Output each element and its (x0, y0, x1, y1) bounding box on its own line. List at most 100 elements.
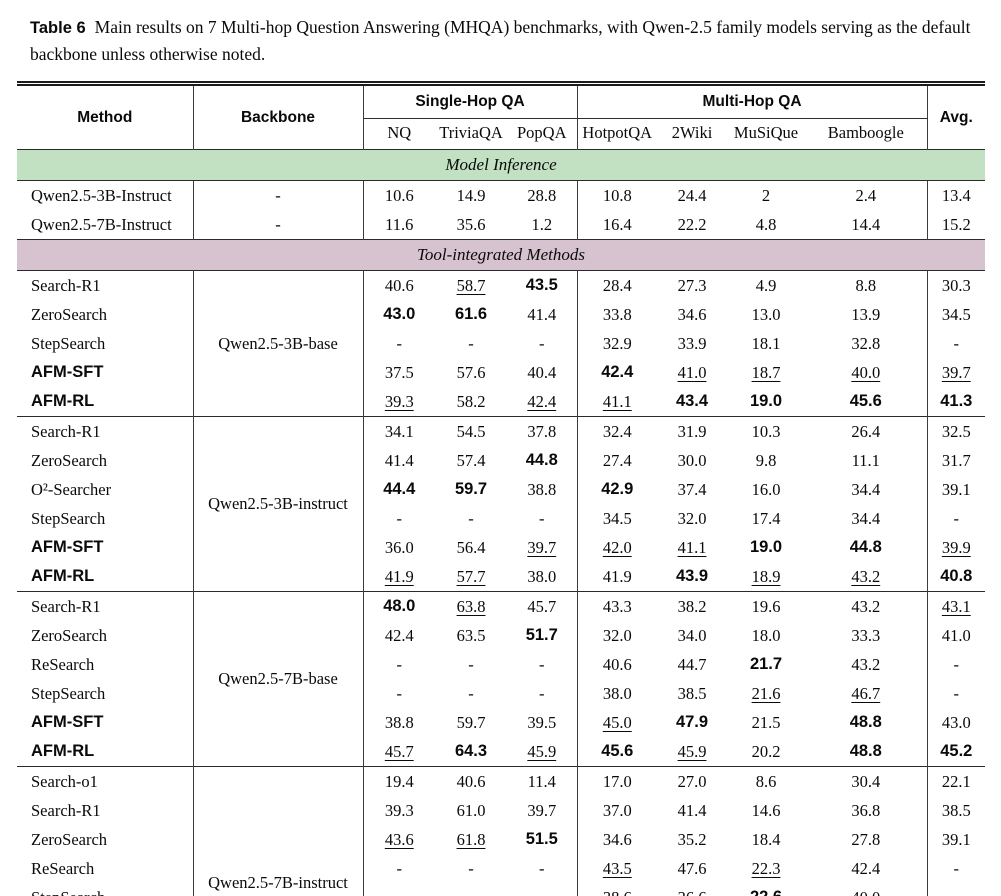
section-banner-label: Tool-integrated Methods (17, 239, 986, 271)
value-cell: - (362, 504, 435, 533)
section-banner-label: Model Inference (17, 149, 986, 181)
value-cell: 56.4 (456, 537, 486, 557)
table-row: AFM-RL 41.9 57.7 38.0 41.9 43.9 18.9 43.2 40.8 (17, 562, 986, 592)
backbone-cell: Qwen2.5-3B-instruct (192, 416, 363, 592)
value-cell: 27.3 (677, 275, 707, 295)
backbone-cell: Qwen2.5-7B-instruct (192, 766, 363, 896)
value-cell: 42.4 (576, 358, 658, 387)
value-cell: 31.7 (926, 446, 986, 475)
value-cell: 42.9 (576, 475, 658, 504)
method-cell: ReSearch (31, 654, 95, 674)
value-cell: 39.3 (362, 796, 435, 825)
method-cell: AFM-RL (31, 392, 95, 410)
value-cell: - (539, 333, 545, 353)
results-table-wrapper: Method Backbone Single-Hop QA Multi-Hop … (17, 81, 986, 896)
table-row: Search-o1 Qwen2.5-7B-instruct 19.4 40.6 11.4… (17, 766, 986, 896)
header-method: Method (77, 108, 133, 126)
value-cell: - (468, 333, 474, 353)
table-header: Method Backbone Single-Hop QA Multi-Hop … (17, 86, 986, 150)
value-cell: 22.3 (751, 858, 781, 878)
value-cell: - (435, 883, 507, 896)
method-cell: Search-R1 (17, 591, 193, 621)
value-cell: - (362, 679, 435, 708)
value-cell: 41.1 (576, 387, 658, 417)
value-cell: 36.8 (851, 800, 881, 820)
value-cell: 21.6 (751, 683, 781, 703)
value-cell: - (362, 650, 435, 679)
value-cell: - (468, 508, 474, 528)
value-cell: 39.1 (926, 825, 986, 854)
value-cell: 43.6 (362, 825, 435, 854)
value-cell: 44.8 (849, 538, 882, 556)
table-row: ZeroSearch 43.0 61.6 41.4 33.8 34.6 13.0 13.9 34… (17, 300, 986, 329)
value-cell: 36.0 (362, 533, 435, 562)
value-cell: 58.7 (456, 275, 486, 295)
value-cell: 17.0 (576, 766, 658, 796)
method-cell: AFM-SFT (31, 713, 104, 731)
value-cell: 43.4 (675, 392, 709, 410)
value-cell: 8.6 (727, 766, 806, 796)
value-cell: 18.1 (751, 333, 781, 353)
method-cell: O²-Searcher (31, 479, 112, 499)
value-cell: 14.4 (851, 214, 881, 234)
value-cell: 38.0 (527, 566, 557, 586)
header-hotpotqa: HotpotQA (576, 118, 658, 150)
method-cell: ReSearch (31, 858, 95, 878)
value-cell: 32.0 (576, 621, 658, 650)
table-row: Qwen2.5-3B-Instruct -10.6 14.9 28.8 10.8 24.4… (17, 180, 986, 210)
value-cell: 10.6 (362, 180, 435, 210)
value-cell: 34.4 (851, 508, 881, 528)
value-cell: - (926, 504, 986, 533)
value-cell: 57.4 (456, 450, 486, 470)
value-cell: 33.8 (576, 300, 658, 329)
value-cell: 32.9 (576, 329, 658, 358)
value-cell: 37.8 (507, 416, 578, 446)
value-cell: - (926, 329, 986, 358)
value-cell: 39.7 (527, 537, 557, 557)
value-cell: - (539, 654, 545, 674)
value-cell: 18.4 (751, 829, 781, 849)
results-table-body: Model Inference Qwen2.5-3B-Instruct -10.6 1… (17, 149, 986, 896)
value-cell: 43.0 (362, 300, 435, 329)
table-row: StepSearch - - - 38.0 38.5 21.6 46.7 - (17, 679, 986, 708)
value-cell: 45.7 (507, 591, 578, 621)
value-cell: - (926, 854, 986, 883)
value-cell: 18.9 (751, 566, 781, 586)
table-row: AFM-SFT 36.0 56.4 39.7 42.0 41.1 19.0 44.8 39.9 (17, 533, 986, 562)
value-cell: 22.6 (727, 883, 805, 896)
value-cell: 45.9 (527, 741, 557, 761)
value-cell: 30.4 (805, 766, 928, 796)
value-cell: 39.7 (527, 800, 557, 820)
header-triviaqa: TriviaQA (439, 123, 503, 142)
table-row: Search-R1 Qwen2.5-7B-base 48.0 63.8 45.7 43.3… (17, 591, 986, 767)
value-cell: 37.5 (362, 358, 435, 387)
value-cell: - (362, 883, 435, 896)
value-cell: 42.4 (851, 858, 881, 878)
value-cell: 20.2 (751, 741, 781, 761)
value-cell: 18.0 (751, 625, 781, 645)
table-row: StepSearch - - - 34.5 32.0 17.4 34.4 - (17, 504, 986, 533)
value-cell: 43.2 (805, 591, 928, 621)
backbone-cell: - (192, 210, 363, 240)
value-cell: 57.6 (456, 362, 486, 382)
value-cell: 11.1 (851, 450, 880, 470)
value-cell: 43.2 (851, 566, 881, 586)
value-cell: 34.6 (576, 825, 658, 854)
value-cell: 41.3 (926, 387, 986, 417)
value-cell: 39.7 (926, 358, 986, 387)
value-cell: 39.5 (527, 712, 557, 732)
value-cell: 45.6 (576, 737, 658, 767)
value-cell: 10.3 (727, 416, 806, 446)
value-cell: - (539, 858, 545, 878)
value-cell: - (362, 854, 435, 883)
method-cell: AFM-SFT (31, 538, 104, 556)
value-cell: 17.4 (751, 508, 781, 528)
backbone-cell: - (192, 180, 363, 210)
table-row: AFM-SFT 38.8 59.7 39.5 45.0 47.9 21.5 48.8 43.0 (17, 708, 986, 737)
value-cell: 14.9 (456, 185, 486, 205)
value-cell: 2 (761, 185, 771, 205)
value-cell: 63.8 (435, 591, 507, 621)
table-row: Search-R1 Qwen2.5-3B-instruct 34.1 54.5 37.8… (17, 416, 986, 592)
value-cell: 41.9 (362, 562, 435, 592)
